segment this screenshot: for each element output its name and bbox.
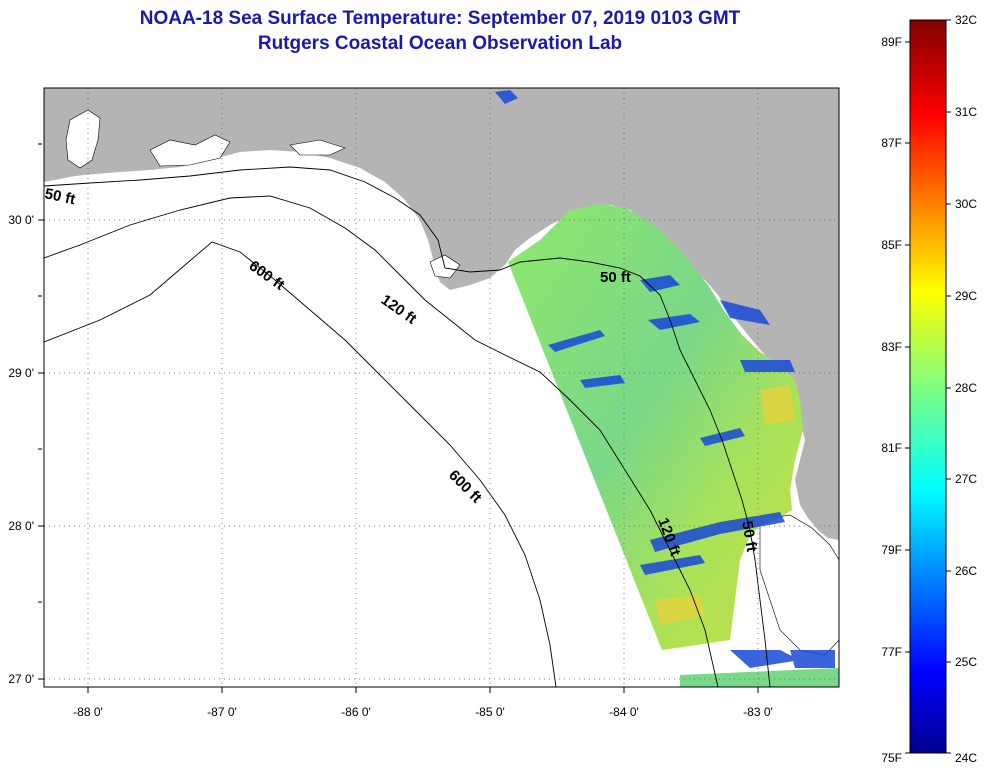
contour-label-50ft-south: 50 ft (738, 520, 760, 553)
sst-swath (508, 204, 803, 650)
colorbar-celsius-label: 25C (955, 655, 977, 669)
lat-label: 27 0' (8, 672, 34, 686)
colorbar-celsius-label: 30C (955, 197, 977, 211)
colorbar-fahrenheit-label: 81F (881, 441, 902, 455)
colorbar-celsius-label: 32C (955, 13, 977, 27)
lat-label: 28 0' (8, 519, 34, 533)
lon-label: -83 0' (743, 705, 773, 719)
contour-label-50ft-bigbend: 50 ft (600, 269, 631, 286)
map-title: NOAA-18 Sea Surface Temperature: Septemb… (139, 8, 741, 29)
colorbar-fahrenheit-label: 75F (881, 751, 902, 765)
contour-600ft (44, 241, 557, 687)
lat-label: 30 0' (8, 213, 34, 227)
lon-label: -87 0' (207, 705, 237, 719)
contour-label-50ft-west: 50 ft (43, 185, 77, 208)
land-area (44, 88, 839, 540)
map-subtitle: Rutgers Coastal Ocean Observation Lab (257, 33, 623, 54)
colorbar-celsius-label: 27C (955, 472, 977, 486)
axis-ticks (38, 143, 759, 693)
lon-label: -86 0' (341, 705, 371, 719)
colorbar-celsius-label: 28C (955, 381, 977, 395)
lat-label: 29 0' (8, 366, 34, 380)
colorbar-celsius-label: 31C (955, 105, 977, 119)
colorbar-fahrenheit-label: 87F (881, 136, 902, 150)
colorbar-celsius-label: 26C (955, 564, 977, 578)
colorbar-fahrenheit-label: 77F (881, 645, 902, 659)
lon-label: -88 0' (73, 705, 103, 719)
contour-120ft (44, 195, 719, 687)
colorbar-fahrenheit-label: 89F (881, 35, 902, 49)
colorbar-celsius-label: 29C (955, 289, 977, 303)
colorbar-celsius-label: 24C (955, 751, 977, 765)
lon-label: -85 0' (475, 705, 505, 719)
lon-label: -84 0' (609, 705, 639, 719)
colorbar (909, 19, 947, 754)
colorbar-fahrenheit-label: 85F (881, 238, 902, 252)
contour-50ft (44, 166, 771, 687)
colorbar-fahrenheit-label: 83F (881, 340, 902, 354)
colorbar-fahrenheit-label: 79F (881, 543, 902, 557)
